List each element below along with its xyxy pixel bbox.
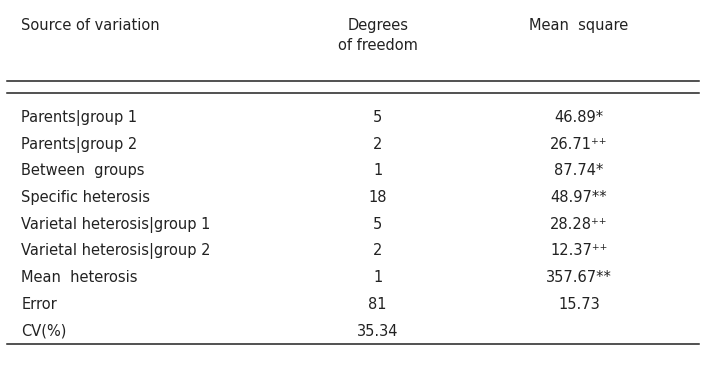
Text: Specific heterosis: Specific heterosis bbox=[21, 190, 150, 205]
Text: Varietal heterosis|group 1: Varietal heterosis|group 1 bbox=[21, 217, 210, 233]
Text: 1: 1 bbox=[373, 270, 383, 285]
Text: Degrees
of freedom: Degrees of freedom bbox=[337, 18, 418, 53]
Text: Parents|group 1: Parents|group 1 bbox=[21, 110, 137, 126]
Text: Mean  heterosis: Mean heterosis bbox=[21, 270, 138, 285]
Text: 12.37⁺⁺: 12.37⁺⁺ bbox=[550, 243, 608, 258]
Text: Parents|group 2: Parents|group 2 bbox=[21, 137, 138, 153]
Text: 35.34: 35.34 bbox=[357, 324, 398, 339]
Text: 357.67**: 357.67** bbox=[546, 270, 612, 285]
Text: 5: 5 bbox=[373, 217, 383, 232]
Text: 15.73: 15.73 bbox=[558, 297, 600, 312]
Text: 18: 18 bbox=[369, 190, 387, 205]
Text: 1: 1 bbox=[373, 163, 383, 178]
Text: CV(%): CV(%) bbox=[21, 324, 66, 339]
Text: 81: 81 bbox=[369, 297, 387, 312]
Text: 87.74*: 87.74* bbox=[554, 163, 604, 178]
Text: Varietal heterosis|group 2: Varietal heterosis|group 2 bbox=[21, 243, 210, 259]
Text: 26.71⁺⁺: 26.71⁺⁺ bbox=[550, 137, 608, 152]
Text: 5: 5 bbox=[373, 110, 383, 125]
Text: Mean  square: Mean square bbox=[530, 18, 628, 33]
Text: 2: 2 bbox=[373, 243, 383, 258]
Text: Error: Error bbox=[21, 297, 57, 312]
Text: 46.89*: 46.89* bbox=[554, 110, 604, 125]
Text: 48.97**: 48.97** bbox=[551, 190, 607, 205]
Text: Source of variation: Source of variation bbox=[21, 18, 160, 33]
Text: 2: 2 bbox=[373, 137, 383, 152]
Text: Between  groups: Between groups bbox=[21, 163, 145, 178]
Text: 28.28⁺⁺: 28.28⁺⁺ bbox=[550, 217, 608, 232]
